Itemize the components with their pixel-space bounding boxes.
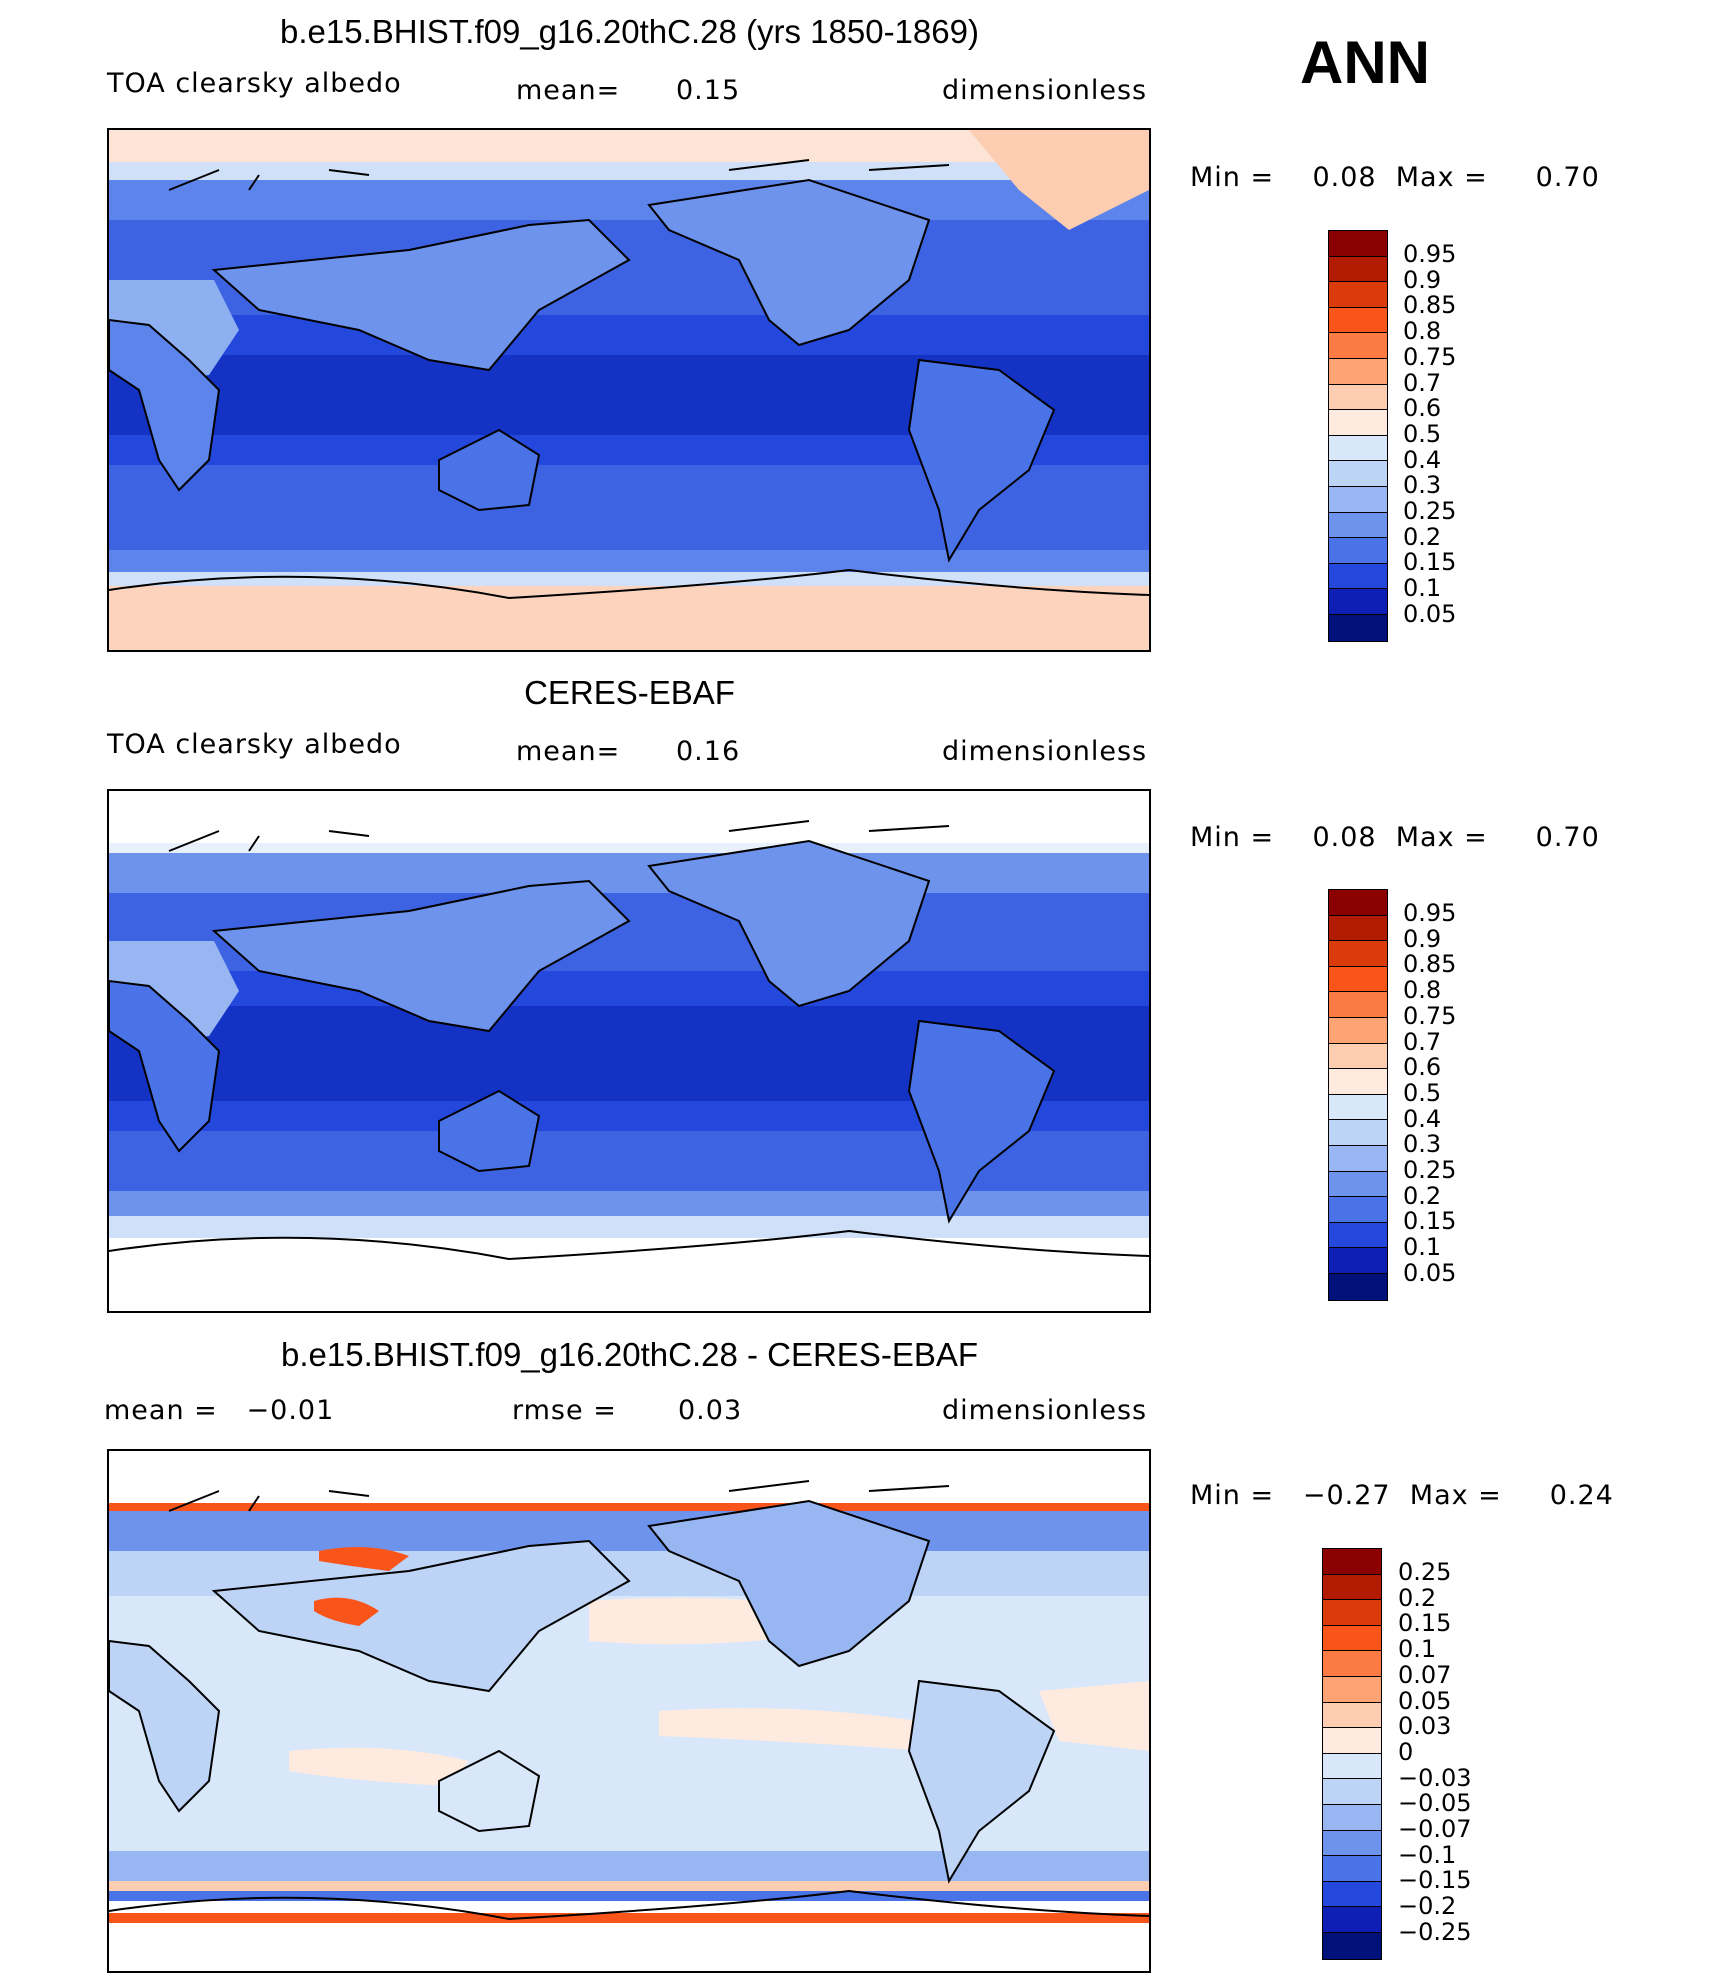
colorbar-tick-label: 0.25 <box>1398 1558 1452 1586</box>
panel-3-title: b.e15.BHIST.f09_g16.20thC.28 - CERES-EBA… <box>280 1336 979 1373</box>
colorbar-tick-label: 0.5 <box>1403 419 1442 448</box>
colorbar-tick-label: 0.95 <box>1403 899 1457 927</box>
panel-2-min-max: Min = 0.08 Max = 0.70 <box>1190 822 1600 853</box>
panel-3-rmse-value: 0.03 <box>678 1395 743 1426</box>
colorbar-tick-label: 0.2 <box>1398 1583 1437 1612</box>
panel-1-title: b.e15.BHIST.f09_g16.20thC.28 (yrs 1850-1… <box>280 13 979 50</box>
colorbar-tick-label: 0.95 <box>1403 240 1457 268</box>
panel-2-variable-label: TOA clearsky albedo <box>107 729 402 760</box>
panel-2-units: dimensionless <box>942 736 1148 767</box>
panel-3-colorbar <box>1322 1548 1382 1960</box>
panel-1-variable-label: TOA clearsky albedo <box>107 68 402 99</box>
panel-1-min-max: Min = 0.08 Max = 0.70 <box>1190 162 1600 193</box>
colorbar-tick-label: 0.7 <box>1403 1027 1442 1056</box>
colorbar-tick-label: 0.15 <box>1403 548 1457 577</box>
colorbar-tick-label: 0.1 <box>1403 1233 1442 1262</box>
colorbar-tick-label: 0.25 <box>1403 497 1457 525</box>
colorbar-tick-label: −0.07 <box>1398 1815 1472 1843</box>
colorbar-tick-label: 0.15 <box>1403 1207 1457 1236</box>
colorbar-tick-label: 0.9 <box>1403 924 1442 953</box>
colorbar-tick-label: 0 <box>1398 1737 1414 1766</box>
colorbar-tick-label: −0.25 <box>1398 1917 1472 1946</box>
panel-1-mean-value: 0.15 <box>676 75 741 106</box>
colorbar-tick-label: 0.2 <box>1403 522 1442 551</box>
colorbar-tick-label: −0.1 <box>1398 1840 1457 1869</box>
colorbar-tick-label: 0.07 <box>1398 1660 1452 1689</box>
colorbar-tick-label: 0.75 <box>1403 1001 1457 1030</box>
panel-2-map <box>107 789 1151 1313</box>
colorbar-tick-label: −0.15 <box>1398 1866 1472 1895</box>
colorbar-tick-label: 0.3 <box>1403 1130 1442 1159</box>
panel-3-rmse-label: rmse = <box>512 1395 617 1426</box>
colorbar-tick-label: 0.7 <box>1403 368 1442 397</box>
panel-1-mean-label: mean= <box>516 75 621 106</box>
colorbar-tick-label: 0.1 <box>1398 1635 1437 1664</box>
colorbar-tick-label: 0.6 <box>1403 394 1442 423</box>
colorbar-tick-label: 0.9 <box>1403 265 1442 294</box>
colorbar-tick-label: −0.05 <box>1398 1789 1472 1818</box>
panel-1-colorbar <box>1328 230 1388 642</box>
colorbar-tick-label: 0.03 <box>1398 1712 1452 1741</box>
colorbar-tick-label: 0.05 <box>1403 599 1457 628</box>
colorbar-tick-label: 0.85 <box>1403 950 1457 979</box>
panel-2-title: CERES-EBAF <box>524 674 735 711</box>
colorbar-tick-label: 0.25 <box>1403 1156 1457 1184</box>
colorbar-tick-label: 0.8 <box>1403 317 1442 346</box>
colorbar-tick-label: 0.4 <box>1403 445 1442 474</box>
colorbar-tick-label: 0.15 <box>1398 1609 1452 1638</box>
colorbar-tick-label: 0.05 <box>1398 1686 1452 1715</box>
colorbar-tick-label: −0.03 <box>1398 1763 1472 1792</box>
panel-2-mean-value: 0.16 <box>676 736 741 767</box>
panel-3-mean-text: mean = −0.01 <box>104 1395 335 1426</box>
colorbar-tick-label: 0.4 <box>1403 1104 1442 1133</box>
panel-3-units: dimensionless <box>942 1395 1148 1426</box>
panel-1-units: dimensionless <box>942 75 1148 106</box>
colorbar-tick-label: 0.75 <box>1403 342 1457 371</box>
panel-3-map <box>107 1449 1151 1973</box>
colorbar-tick-label: 0.2 <box>1403 1181 1442 1210</box>
colorbar-tick-label: −0.2 <box>1398 1892 1457 1921</box>
colorbar-tick-label: 0.5 <box>1403 1078 1442 1107</box>
colorbar-tick-label: 0.05 <box>1403 1258 1457 1287</box>
panel-2-colorbar <box>1328 889 1388 1301</box>
panel-1-map <box>107 128 1151 652</box>
colorbar-tick-label: 0.85 <box>1403 291 1457 320</box>
panel-3-min-max: Min = −0.27 Max = 0.24 <box>1190 1480 1614 1511</box>
colorbar-tick-label: 0.6 <box>1403 1053 1442 1082</box>
colorbar-tick-label: 0.8 <box>1403 976 1442 1005</box>
colorbar-tick-label: 0.3 <box>1403 471 1442 500</box>
season-label: ANN <box>1300 29 1430 96</box>
panel-2-mean-label: mean= <box>516 736 621 767</box>
colorbar-tick-label: 0.1 <box>1403 574 1442 603</box>
